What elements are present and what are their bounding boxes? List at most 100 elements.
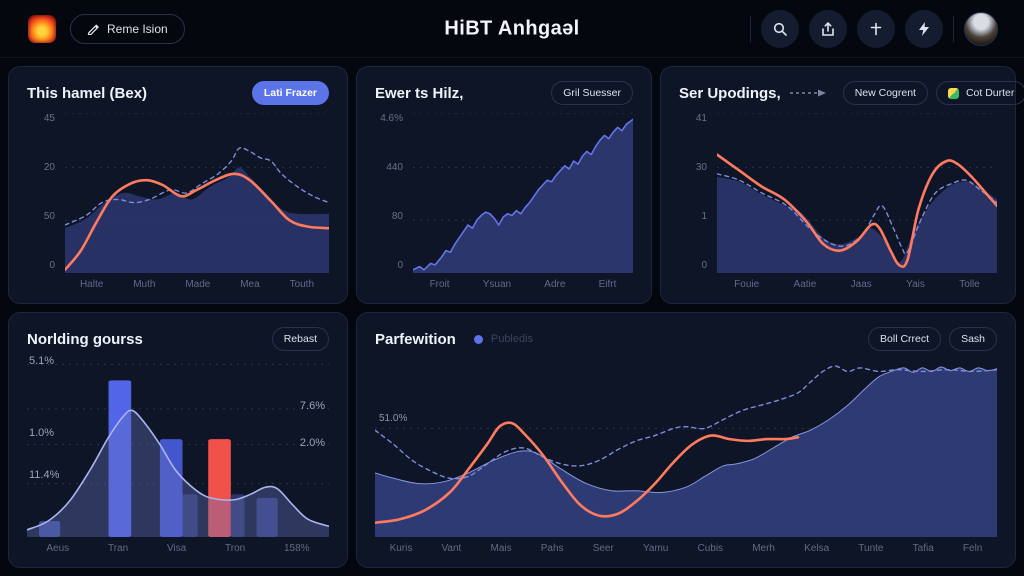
axis-label: 50 <box>43 211 55 222</box>
bolt-icon <box>919 21 929 36</box>
axis-label: Aatie <box>793 279 817 290</box>
token-icon <box>947 87 959 99</box>
axis-label: Cubis <box>697 543 724 554</box>
axis-label: Froit <box>429 279 450 290</box>
new-cogrent-button[interactable]: New Cogrent <box>842 81 928 105</box>
axis-label: Halte <box>79 279 104 290</box>
axis-label: Fouie <box>734 279 760 290</box>
divider <box>750 15 751 42</box>
chart-ewer-ts-hilz <box>413 113 633 273</box>
y-axis: 45 20 50 0 <box>27 113 57 273</box>
axis-label: 0 <box>701 260 707 271</box>
upload-icon <box>822 21 834 36</box>
axis-label: Kuris <box>389 543 413 554</box>
axis-label: 158% <box>284 543 310 554</box>
search-icon <box>773 22 787 36</box>
x-axis: Kuris Vant Mais Pahs Seer Yamu Cubis Merh Kelsa T… <box>375 543 997 557</box>
panel-title: Norlding gourss <box>27 330 143 348</box>
y-value-label: 1.0% <box>29 426 55 439</box>
axis-label: Vant <box>441 543 462 554</box>
axis-label: Tran <box>107 543 129 554</box>
axis-label: Yamu <box>642 543 669 554</box>
y-value-label: 7.6% <box>299 399 325 412</box>
page-title: HiBT Anhgaəl <box>444 17 580 39</box>
cot-durter-button[interactable]: Cot Durter <box>935 81 1024 105</box>
axis-label: Mais <box>490 543 512 554</box>
legend-label: Publedis <box>490 333 534 345</box>
rebast-button[interactable]: Rebast <box>271 327 329 351</box>
axis-label: Muth <box>133 279 156 290</box>
axis-label: Adre <box>544 279 566 290</box>
panel-grid: This hamel (Bex) Lati Frazer 45 20 50 0 Hal… <box>0 58 1024 576</box>
chart-parfewition: 51.0% <box>375 359 997 537</box>
panel-title: Ser Upodings, <box>679 84 781 102</box>
app-header: Reme Ision HiBT Anhgaəl <box>0 0 1024 58</box>
boll-crrect-button[interactable]: Boll Crrect <box>868 327 942 351</box>
user-avatar[interactable] <box>964 11 998 46</box>
x-axis: Fouie Aatie Jaas Yais Tolle <box>717 279 997 293</box>
y-axis: 4.6% 440 80 0 <box>375 113 405 273</box>
y-value-label: 2.0% <box>299 437 325 450</box>
panel-ser-upodings: Ser Upodings, New Cogrent Cot Durter 41 3… <box>660 66 1024 304</box>
axis-label: 30 <box>695 162 707 173</box>
axis-label: Jaas <box>850 279 872 290</box>
panel-this-hamel: This hamel (Bex) Lati Frazer 45 20 50 0 Hal… <box>8 66 348 304</box>
dashed-arrow-icon <box>789 89 826 97</box>
axis-label: 440 <box>386 162 403 173</box>
divider <box>953 15 954 42</box>
axis-label: 0 <box>49 260 55 271</box>
panel-title: This hamel (Bex) <box>27 84 148 102</box>
axis-label: Mea <box>240 279 260 290</box>
chart-ser-upodings <box>717 113 997 273</box>
axis-label: 1 <box>701 211 707 222</box>
panel-title: Ewer ts Hilz, <box>375 84 464 102</box>
bolt-button[interactable] <box>905 9 943 48</box>
legend-dot <box>473 334 483 344</box>
pen-icon <box>87 24 99 35</box>
panel-norlding-gourss: Norlding gourss Rebast 5.1% 1.0% 11.4% 7… <box>8 312 348 568</box>
axis-label: Ysuan <box>482 279 512 290</box>
x-axis: Halte Muth Made Mea Touth <box>65 279 329 293</box>
panel-a-action-button[interactable]: Lati Frazer <box>251 81 329 105</box>
app-logo[interactable] <box>28 14 56 43</box>
axis-label: Tunte <box>858 543 884 554</box>
axis-label: Feln <box>962 543 983 554</box>
axis-label: Kelsa <box>804 543 830 554</box>
nav-pill-label: Reme Ision <box>107 21 168 36</box>
sash-button[interactable]: Sash <box>949 327 997 351</box>
search-button[interactable] <box>761 9 799 48</box>
axis-label: Touth <box>289 279 315 290</box>
y-value-label: 11.4% <box>29 469 60 482</box>
axis-label: Tolle <box>959 279 980 290</box>
nav-pill-button[interactable]: Reme Ision <box>70 13 185 44</box>
upload-button[interactable] <box>809 9 847 48</box>
axis-label: 45 <box>43 113 55 124</box>
chart-norlding-gourss: 5.1% 1.0% 11.4% 7.6% 2.0% <box>27 355 329 537</box>
x-axis: Froit Ysuan Adre Eifrt <box>413 279 633 293</box>
panel-b-action-button[interactable]: Gril Suesser <box>551 81 633 105</box>
plus-icon <box>870 22 882 35</box>
chart-this-hamel <box>65 113 329 273</box>
axis-label: 20 <box>43 162 55 173</box>
axis-label: Pahs <box>540 543 564 554</box>
axis-label: 41 <box>695 113 707 124</box>
y-axis: 41 30 1 0 <box>679 113 709 273</box>
header-actions <box>750 9 998 48</box>
axis-label: Eifrt <box>598 279 617 290</box>
x-axis: Aeus Tran Visa Tron 158% <box>27 543 329 557</box>
axis-label: Seer <box>592 543 614 554</box>
axis-label: Visa <box>166 543 187 554</box>
axis-label: 4.6% <box>380 113 403 124</box>
panel-parfewition: Parfewition Publedis Boll Crrect Sash 51… <box>356 312 1016 568</box>
axis-label: Tron <box>225 543 246 554</box>
axis-label: Made <box>185 279 211 290</box>
axis-label: Aeus <box>46 543 70 554</box>
axis-label: Yais <box>906 279 925 290</box>
y-value-label: 5.1% <box>29 355 55 367</box>
axis-label: 80 <box>391 211 403 222</box>
panel-title: Parfewition <box>375 330 456 348</box>
add-button[interactable] <box>857 9 895 48</box>
panel-ewer-ts-hilz: Ewer ts Hilz, Gril Suesser 4.6% 440 80 0 Fr… <box>356 66 652 304</box>
y-value-label: 51.0% <box>379 413 408 425</box>
